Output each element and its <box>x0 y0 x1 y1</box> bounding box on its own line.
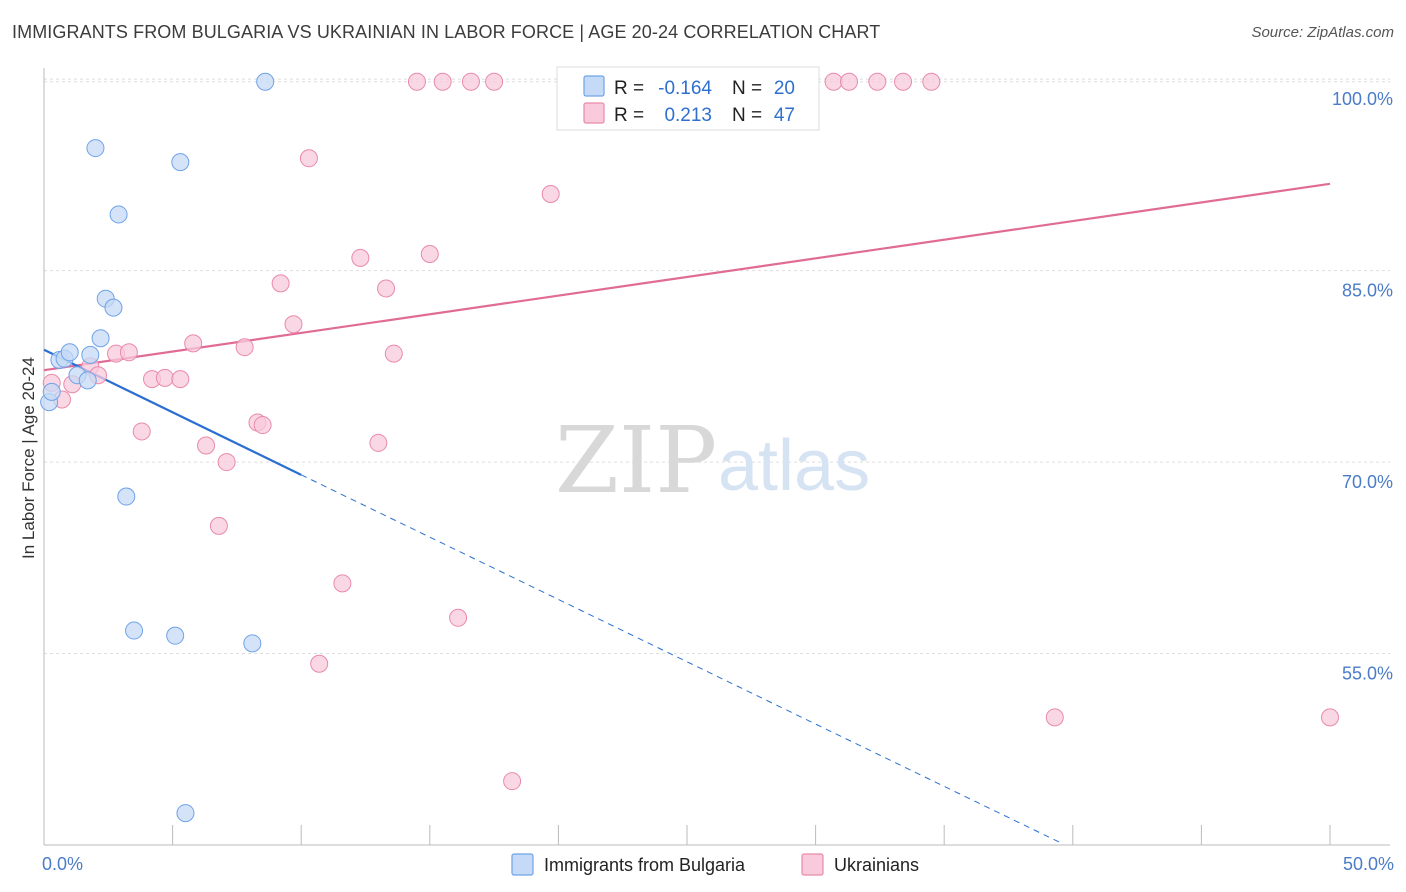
data-point-ukrainians <box>271 274 290 293</box>
data-point-bulgaria <box>86 139 105 158</box>
y-tick-label: 55.0% <box>1342 664 1393 684</box>
data-point-ukrainians <box>132 422 151 441</box>
data-point-ukrainians <box>384 344 403 363</box>
bottom-legend: Immigrants from Bulgaria Ukrainians <box>511 853 919 876</box>
legend-swatch-blue <box>583 75 605 97</box>
y-tick-label: 100.0% <box>1332 89 1393 109</box>
data-point-ukrainians <box>1045 708 1064 727</box>
chart-source: Source: ZipAtlas.com <box>1251 24 1394 41</box>
data-point-ukrainians <box>485 72 504 91</box>
watermark-atlas: atlas <box>718 426 870 506</box>
data-point-bulgaria <box>166 626 185 645</box>
data-point-ukrainians <box>171 370 190 389</box>
axes: 100.0% 85.0% 70.0% 55.0% 0.0% 50.0% <box>42 68 1394 874</box>
data-point-bulgaria <box>256 72 275 91</box>
bottom-legend-label-bulgaria: Immigrants from Bulgaria <box>544 855 746 875</box>
data-point-bulgaria <box>42 382 61 401</box>
data-point-bulgaria <box>176 804 195 823</box>
grid <box>44 78 1390 655</box>
legend-n-label-2: N = <box>732 105 762 126</box>
trend-line-ukrainians <box>43 182 1331 372</box>
data-point-ukrainians <box>433 72 452 91</box>
data-point-bulgaria <box>81 345 100 364</box>
data-point-ukrainians <box>503 772 522 791</box>
data-point-ukrainians <box>351 248 370 267</box>
data-point-ukrainians <box>894 72 913 91</box>
data-point-ukrainians <box>197 436 216 455</box>
data-point-ukrainians <box>868 72 887 91</box>
data-point-ukrainians <box>333 574 352 593</box>
data-point-ukrainians <box>155 368 174 387</box>
watermark-zip: ZIP <box>555 407 717 514</box>
data-point-ukrainians <box>461 72 480 91</box>
chart-title: IMMIGRANTS FROM BULGARIA VS UKRAINIAN IN… <box>12 22 881 42</box>
bottom-legend-label-ukrainians: Ukrainians <box>834 855 919 875</box>
data-point-ukrainians <box>253 416 272 435</box>
x-tick-label-max: 50.0% <box>1343 854 1394 874</box>
data-point-ukrainians <box>310 654 329 673</box>
y-tick-label: 70.0% <box>1342 472 1393 492</box>
data-point-bulgaria <box>104 298 123 317</box>
data-point-ukrainians <box>217 453 236 472</box>
data-point-bulgaria <box>60 343 79 362</box>
data-point-ukrainians <box>824 72 843 91</box>
legend-r-label-1: R = <box>614 78 644 99</box>
data-point-ukrainians <box>541 185 560 204</box>
legend-r-value-2: 0.213 <box>664 105 712 126</box>
data-point-ukrainians <box>449 608 468 627</box>
trend-line-bulgaria-extrapolated <box>300 474 1061 843</box>
legend-n-value-1: 20 <box>774 78 795 99</box>
y-tick-label: 85.0% <box>1342 281 1393 301</box>
legend-n-label-1: N = <box>732 78 762 99</box>
data-point-ukrainians <box>1321 708 1339 727</box>
bottom-legend-swatch-pink <box>801 853 824 876</box>
data-point-bulgaria <box>91 329 110 348</box>
data-point-ukrainians <box>369 433 388 452</box>
legend-r-value-1: -0.164 <box>658 78 712 99</box>
legend-n-value-2: 47 <box>774 105 795 126</box>
data-point-ukrainians <box>377 279 396 298</box>
legend-r-label-2: R = <box>614 105 644 126</box>
data-point-ukrainians <box>922 72 941 91</box>
data-point-bulgaria <box>243 634 262 653</box>
data-point-ukrainians <box>299 149 318 168</box>
data-point-bulgaria <box>125 621 144 640</box>
data-point-ukrainians <box>209 516 228 535</box>
bottom-legend-swatch-blue <box>511 853 534 876</box>
data-point-ukrainians <box>184 334 203 353</box>
y-axis-label: In Labor Force | Age 20-24 <box>19 357 38 559</box>
data-point-bulgaria <box>117 487 136 506</box>
data-point-ukrainians <box>284 315 303 334</box>
data-point-ukrainians <box>407 72 426 91</box>
watermark: ZIP atlas <box>555 407 870 514</box>
data-point-bulgaria <box>171 153 190 172</box>
data-point-ukrainians <box>840 72 859 91</box>
legend-swatch-pink <box>583 102 605 124</box>
x-tick-label-min: 0.0% <box>42 854 83 874</box>
legend-box: R = -0.164 N = 20 R = 0.213 N = 47 <box>556 66 820 131</box>
data-point-bulgaria <box>78 371 97 390</box>
data-point-ukrainians <box>235 338 254 357</box>
data-point-bulgaria <box>109 205 128 224</box>
data-point-ukrainians <box>420 245 439 264</box>
data-point-ukrainians <box>119 343 138 362</box>
